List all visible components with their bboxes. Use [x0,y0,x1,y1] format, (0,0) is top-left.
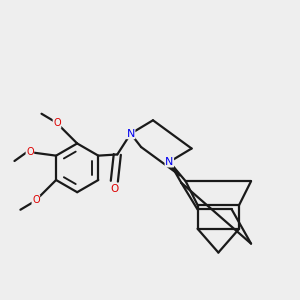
Text: O: O [53,118,61,128]
Text: O: O [110,184,118,194]
Text: O: O [32,195,40,205]
Text: N: N [165,157,173,167]
Text: N: N [127,129,135,139]
Text: O: O [26,147,34,157]
